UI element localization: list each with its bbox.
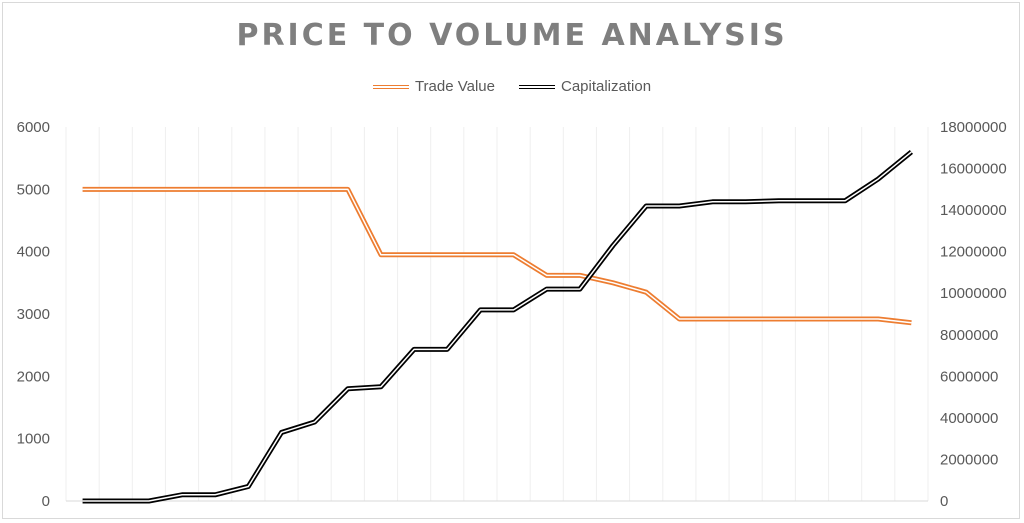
right-axis-tick-label: 18000000 xyxy=(940,119,1007,136)
right-axis-tick-label: 8000000 xyxy=(940,327,998,344)
grid xyxy=(65,127,929,502)
series-line-inner-trade-value xyxy=(82,188,912,324)
right-axis-tick-label: 16000000 xyxy=(940,161,1007,178)
legend-item-capitalization[interactable]: Capitalization xyxy=(518,78,652,95)
legend-swatch-capitalization xyxy=(518,84,555,89)
legend-swatch-trade-value xyxy=(372,84,409,89)
right-axis-tick-label: 2000000 xyxy=(940,451,998,468)
left-axis-tick-label: 3000 xyxy=(17,306,50,323)
legend: Trade Value Capitalization xyxy=(0,78,1024,95)
right-axis-tick-label: 0 xyxy=(940,493,948,510)
left-axis-tick-label: 6000 xyxy=(17,119,50,136)
left-axis-tick-label: 5000 xyxy=(17,181,50,198)
legend-item-trade-value[interactable]: Trade Value xyxy=(372,78,495,95)
axis-labels: 0 1000 2000 3000 4000 5000 6000 0 2000000 4000000… xyxy=(17,119,1007,510)
right-axis-tick-label: 12000000 xyxy=(940,244,1007,261)
right-axis-tick-label: 4000000 xyxy=(940,410,998,427)
legend-label-capitalization: Capitalization xyxy=(560,78,652,95)
right-axis-tick-label: 14000000 xyxy=(940,202,1007,219)
right-axis-tick-label: 6000000 xyxy=(940,368,998,385)
left-axis-tick-label: 1000 xyxy=(17,431,50,448)
series-line-inner-capitalization xyxy=(82,151,912,502)
left-axis-tick-label: 4000 xyxy=(17,244,50,261)
series-layer xyxy=(82,149,913,504)
chart-title: PRICE TO VOLUME ANALYSIS xyxy=(236,18,788,53)
right-axis-tick-label: 10000000 xyxy=(940,285,1007,302)
legend-label-trade-value: Trade Value xyxy=(414,78,495,95)
left-axis-tick-label: 0 xyxy=(42,493,50,510)
left-axis-tick-label: 2000 xyxy=(17,368,50,385)
